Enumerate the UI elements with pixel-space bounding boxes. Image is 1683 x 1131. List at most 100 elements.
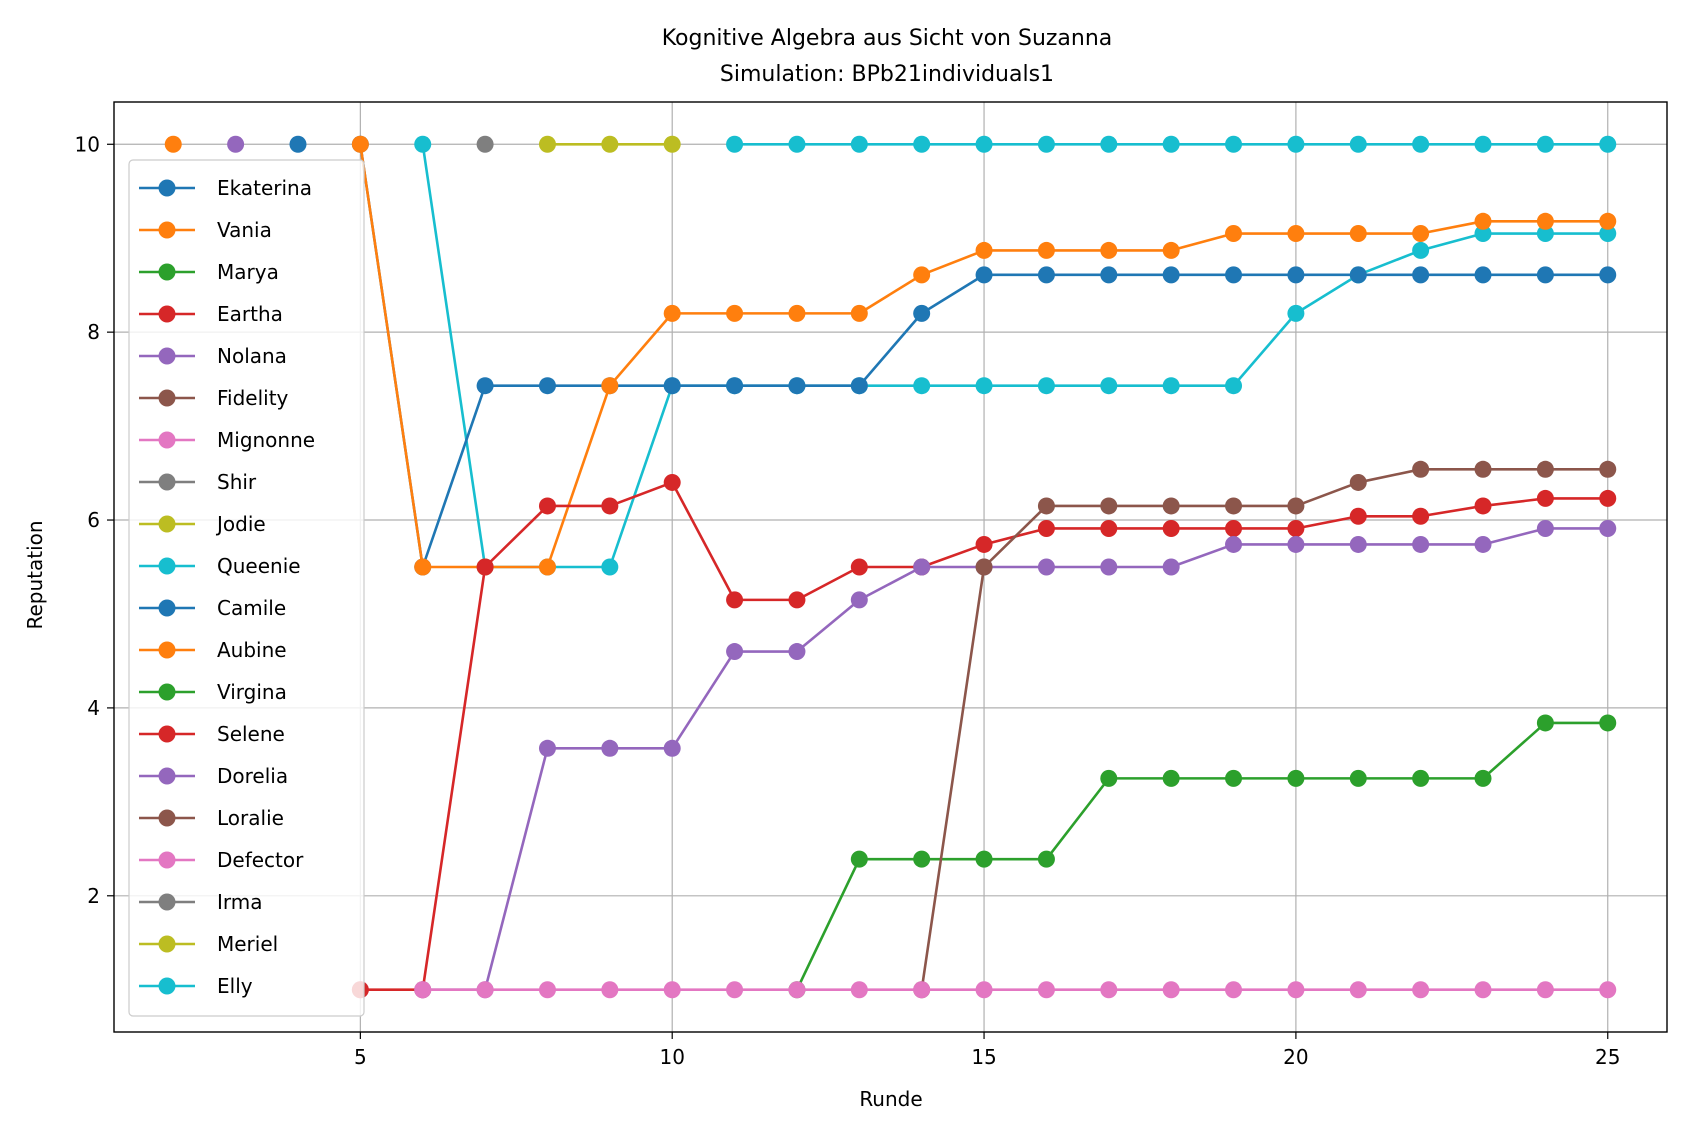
- data-point: [1412, 241, 1430, 259]
- data-point: [1474, 460, 1492, 478]
- data-point: [1100, 558, 1118, 576]
- data-point: [975, 981, 993, 999]
- data-point: [1100, 497, 1118, 515]
- data-point: [601, 981, 619, 999]
- data-point: [1162, 497, 1180, 515]
- legend-item: Aubine: [139, 638, 287, 662]
- data-point: [663, 473, 681, 491]
- x-tick-label: 25: [1595, 1045, 1620, 1069]
- data-point: [1349, 507, 1367, 525]
- data-point: [601, 739, 619, 757]
- legend-swatch-marker: [158, 389, 176, 407]
- data-point: [1536, 266, 1554, 284]
- legend-label: Fidelity: [217, 386, 289, 410]
- data-point: [1412, 981, 1430, 999]
- data-point: [913, 304, 931, 322]
- data-point: [601, 377, 619, 395]
- y-axis-ticks: 2 4 6 8 10: [75, 132, 114, 908]
- data-point: [726, 591, 744, 609]
- data-point: [1536, 212, 1554, 230]
- data-point: [1536, 981, 1554, 999]
- data-point: [1474, 981, 1492, 999]
- data-point: [1162, 519, 1180, 537]
- data-point: [1225, 135, 1243, 153]
- data-point: [975, 266, 993, 284]
- series-line: [421, 144, 1608, 569]
- data-point: [1599, 489, 1617, 507]
- data-point: [1536, 135, 1554, 153]
- data-point: [788, 377, 806, 395]
- legend-label: Queenie: [217, 554, 301, 578]
- data-point: [414, 558, 432, 576]
- data-point: [538, 377, 556, 395]
- data-point: [1287, 535, 1305, 553]
- data-point: [1599, 519, 1617, 537]
- data-point: [975, 558, 993, 576]
- legend-item: Marya: [139, 260, 279, 284]
- data-point: [1162, 241, 1180, 259]
- data-point: [1287, 497, 1305, 515]
- series-loralie: [913, 460, 1617, 999]
- data-point: [1287, 519, 1305, 537]
- data-point: [1287, 981, 1305, 999]
- data-point: [1037, 558, 1055, 576]
- data-point: [1599, 135, 1617, 153]
- legend-label: Loralie: [217, 806, 284, 830]
- data-point: [1037, 241, 1055, 259]
- data-point: [538, 739, 556, 757]
- data-point: [1536, 489, 1554, 507]
- data-point: [1037, 981, 1055, 999]
- legend-item: Vania: [139, 218, 272, 242]
- data-point: [1474, 212, 1492, 230]
- legend-label: Eartha: [217, 302, 283, 326]
- legend-swatch-marker: [158, 893, 176, 911]
- data-point: [1100, 769, 1118, 787]
- legend-item: Shir: [139, 470, 257, 494]
- data-point: [1349, 473, 1367, 491]
- series-selene: [351, 473, 1617, 999]
- data-point: [1412, 266, 1430, 284]
- legend-item: Meriel: [139, 932, 278, 956]
- data-point: [601, 497, 619, 515]
- data-point: [788, 304, 806, 322]
- series-queenie: [414, 135, 1617, 576]
- data-point: [663, 377, 681, 395]
- data-point: [1536, 519, 1554, 537]
- x-axis-ticks: 5 10 15 20 25: [354, 1032, 1620, 1069]
- data-point: [414, 135, 432, 153]
- data-point: [788, 591, 806, 609]
- data-point: [1412, 535, 1430, 553]
- legend-item: Eartha: [139, 302, 283, 326]
- legend-item: Dorelia: [139, 764, 288, 788]
- legend-item: Nolana: [139, 344, 287, 368]
- y-tick-label: 2: [87, 884, 100, 908]
- series-ekaterina: [289, 135, 307, 153]
- data-point: [1037, 135, 1055, 153]
- data-point: [1162, 266, 1180, 284]
- data-point: [164, 135, 182, 153]
- data-point: [1599, 714, 1617, 732]
- data-point: [538, 135, 556, 153]
- chart-subtitle: Simulation: BPb21individuals1: [720, 62, 1054, 87]
- data-point: [476, 981, 494, 999]
- legend-item: Jodie: [139, 512, 266, 536]
- data-point: [788, 981, 806, 999]
- data-point: [1412, 460, 1430, 478]
- legend-box: [128, 159, 365, 1017]
- data-point: [538, 558, 556, 576]
- data-point: [850, 591, 868, 609]
- data-point: [1225, 497, 1243, 515]
- data-point: [1225, 225, 1243, 243]
- data-point: [1287, 135, 1305, 153]
- series-line: [795, 721, 1608, 991]
- data-point: [1599, 266, 1617, 284]
- data-point: [1225, 535, 1243, 553]
- data-point: [1225, 981, 1243, 999]
- legend-swatch-marker: [158, 599, 176, 617]
- legend-item: Fidelity: [139, 386, 289, 410]
- legend-swatch-marker: [158, 725, 176, 743]
- data-point: [1349, 981, 1367, 999]
- data-point: [850, 981, 868, 999]
- legend-label: Marya: [217, 260, 279, 284]
- data-point: [788, 643, 806, 661]
